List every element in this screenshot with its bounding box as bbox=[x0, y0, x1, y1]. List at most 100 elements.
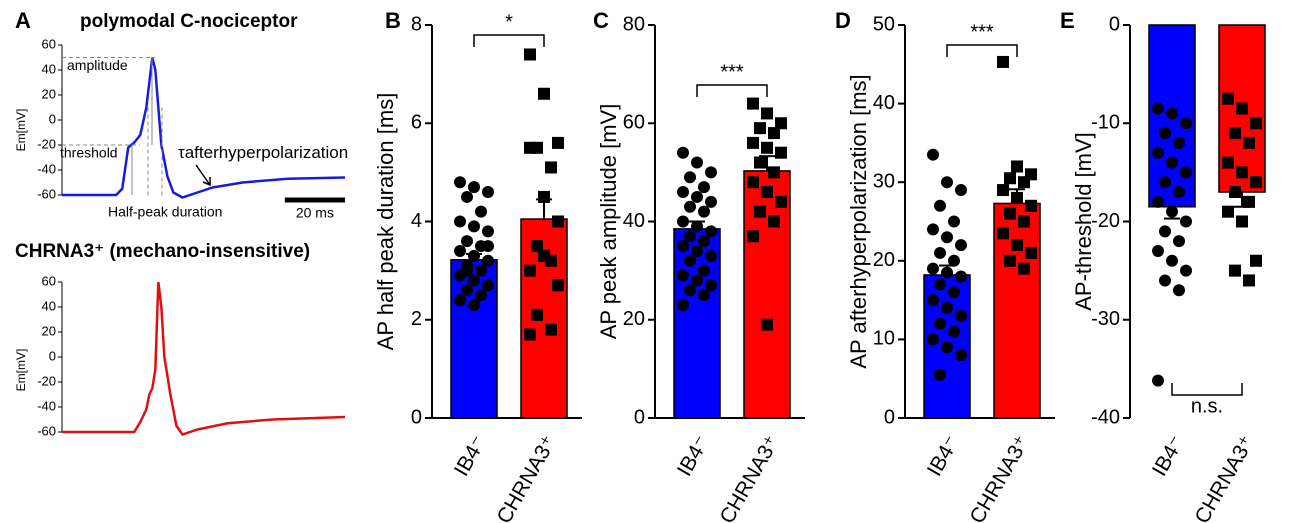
data-point bbox=[948, 325, 960, 338]
data-point bbox=[1152, 374, 1164, 387]
data-point bbox=[468, 249, 480, 262]
data-point bbox=[761, 318, 773, 331]
panel-title: CHRNA3⁺ (mechano-insensitive) bbox=[15, 241, 310, 262]
data-point bbox=[468, 299, 480, 312]
data-point bbox=[747, 176, 759, 189]
data-point bbox=[1229, 127, 1241, 140]
data-point bbox=[677, 269, 689, 282]
data-point bbox=[1159, 225, 1171, 238]
y-tick-label: -20 bbox=[37, 136, 56, 151]
y-axis-label: AP afterhyperpolarization [ms] bbox=[846, 74, 871, 368]
y-tick-label: 20 bbox=[623, 308, 645, 330]
y-tick-label: -40 bbox=[1091, 406, 1120, 428]
data-point bbox=[1222, 92, 1234, 105]
data-point bbox=[705, 225, 717, 238]
data-point bbox=[482, 186, 494, 199]
y-tick-label: 10 bbox=[873, 328, 895, 350]
data-point bbox=[927, 223, 939, 236]
data-point bbox=[454, 176, 466, 189]
panel-title: polymodal C-nociceptor bbox=[80, 11, 298, 32]
data-point bbox=[941, 341, 953, 354]
data-point bbox=[1018, 176, 1030, 189]
y-tick-label: -40 bbox=[37, 161, 56, 176]
y-tick-label: 40 bbox=[873, 92, 895, 114]
data-point bbox=[524, 328, 536, 341]
data-point bbox=[941, 231, 953, 244]
significance-bracket bbox=[1171, 383, 1243, 396]
data-point bbox=[775, 146, 787, 159]
x-tick-label: IB4⁻ bbox=[450, 432, 491, 480]
y-tick-label: 40 bbox=[42, 298, 56, 313]
panel-letter: B bbox=[385, 8, 401, 33]
data-point bbox=[705, 279, 717, 292]
y-tick-label: 0 bbox=[411, 406, 422, 428]
data-point bbox=[955, 184, 967, 197]
data-point bbox=[475, 205, 487, 218]
y-tick-label: 8 bbox=[411, 13, 422, 35]
data-point bbox=[1250, 176, 1262, 189]
y-tick-label: 4 bbox=[411, 210, 422, 232]
data-point bbox=[1236, 102, 1248, 115]
y-axis-label: AP half peak duration [ms] bbox=[373, 93, 398, 351]
y-tick-label: 60 bbox=[623, 112, 645, 134]
data-point bbox=[705, 195, 717, 208]
data-point bbox=[941, 266, 953, 279]
data-point bbox=[754, 205, 766, 218]
data-point bbox=[482, 254, 494, 267]
data-point bbox=[948, 254, 960, 267]
data-point bbox=[468, 274, 480, 287]
data-point bbox=[754, 156, 766, 169]
data-point bbox=[747, 230, 759, 243]
data-point bbox=[1152, 146, 1164, 159]
data-point bbox=[461, 190, 473, 203]
data-point bbox=[1173, 186, 1185, 199]
data-point bbox=[955, 309, 967, 322]
data-point bbox=[461, 235, 473, 248]
data-point bbox=[934, 199, 946, 212]
data-point bbox=[997, 184, 1009, 197]
data-point bbox=[698, 289, 710, 302]
y-tick-label: -30 bbox=[1091, 308, 1120, 330]
data-point bbox=[1173, 235, 1185, 248]
data-point bbox=[677, 186, 689, 199]
data-point bbox=[691, 244, 703, 257]
data-point bbox=[941, 176, 953, 189]
data-point bbox=[691, 220, 703, 233]
bar bbox=[520, 218, 568, 419]
y-tick-label: 40 bbox=[623, 210, 645, 232]
significance-bracket bbox=[473, 34, 545, 47]
data-point bbox=[955, 239, 967, 252]
scale-bar-label: 20 ms bbox=[296, 205, 334, 221]
y-tick-label: 0 bbox=[49, 348, 56, 363]
data-point bbox=[747, 136, 759, 149]
data-point bbox=[747, 97, 759, 110]
data-point bbox=[677, 240, 689, 253]
data-point bbox=[1166, 107, 1178, 120]
data-point bbox=[1229, 186, 1241, 199]
panel-letter: C bbox=[593, 8, 609, 33]
data-point bbox=[482, 225, 494, 238]
significance-label: * bbox=[505, 11, 513, 33]
data-point bbox=[677, 299, 689, 312]
data-point bbox=[934, 278, 946, 291]
data-point bbox=[1004, 172, 1016, 185]
data-point bbox=[705, 249, 717, 262]
significance-label: n.s. bbox=[1191, 395, 1223, 417]
data-point bbox=[461, 264, 473, 277]
y-tick-label: 2 bbox=[411, 308, 422, 330]
y-tick-label: 20 bbox=[42, 86, 56, 101]
data-point bbox=[698, 205, 710, 218]
data-point bbox=[761, 107, 773, 120]
y-tick-label: 60 bbox=[42, 36, 56, 51]
data-point bbox=[677, 146, 689, 159]
y-tick-label: 0 bbox=[49, 111, 56, 126]
y-tick-label: 0 bbox=[884, 406, 895, 428]
data-point bbox=[524, 264, 536, 277]
y-tick-label: 20 bbox=[42, 323, 56, 338]
data-point bbox=[1173, 136, 1185, 149]
y-tick-label: 0 bbox=[1109, 13, 1120, 35]
data-point bbox=[934, 368, 946, 381]
data-point bbox=[927, 294, 939, 307]
data-point bbox=[1236, 215, 1248, 228]
